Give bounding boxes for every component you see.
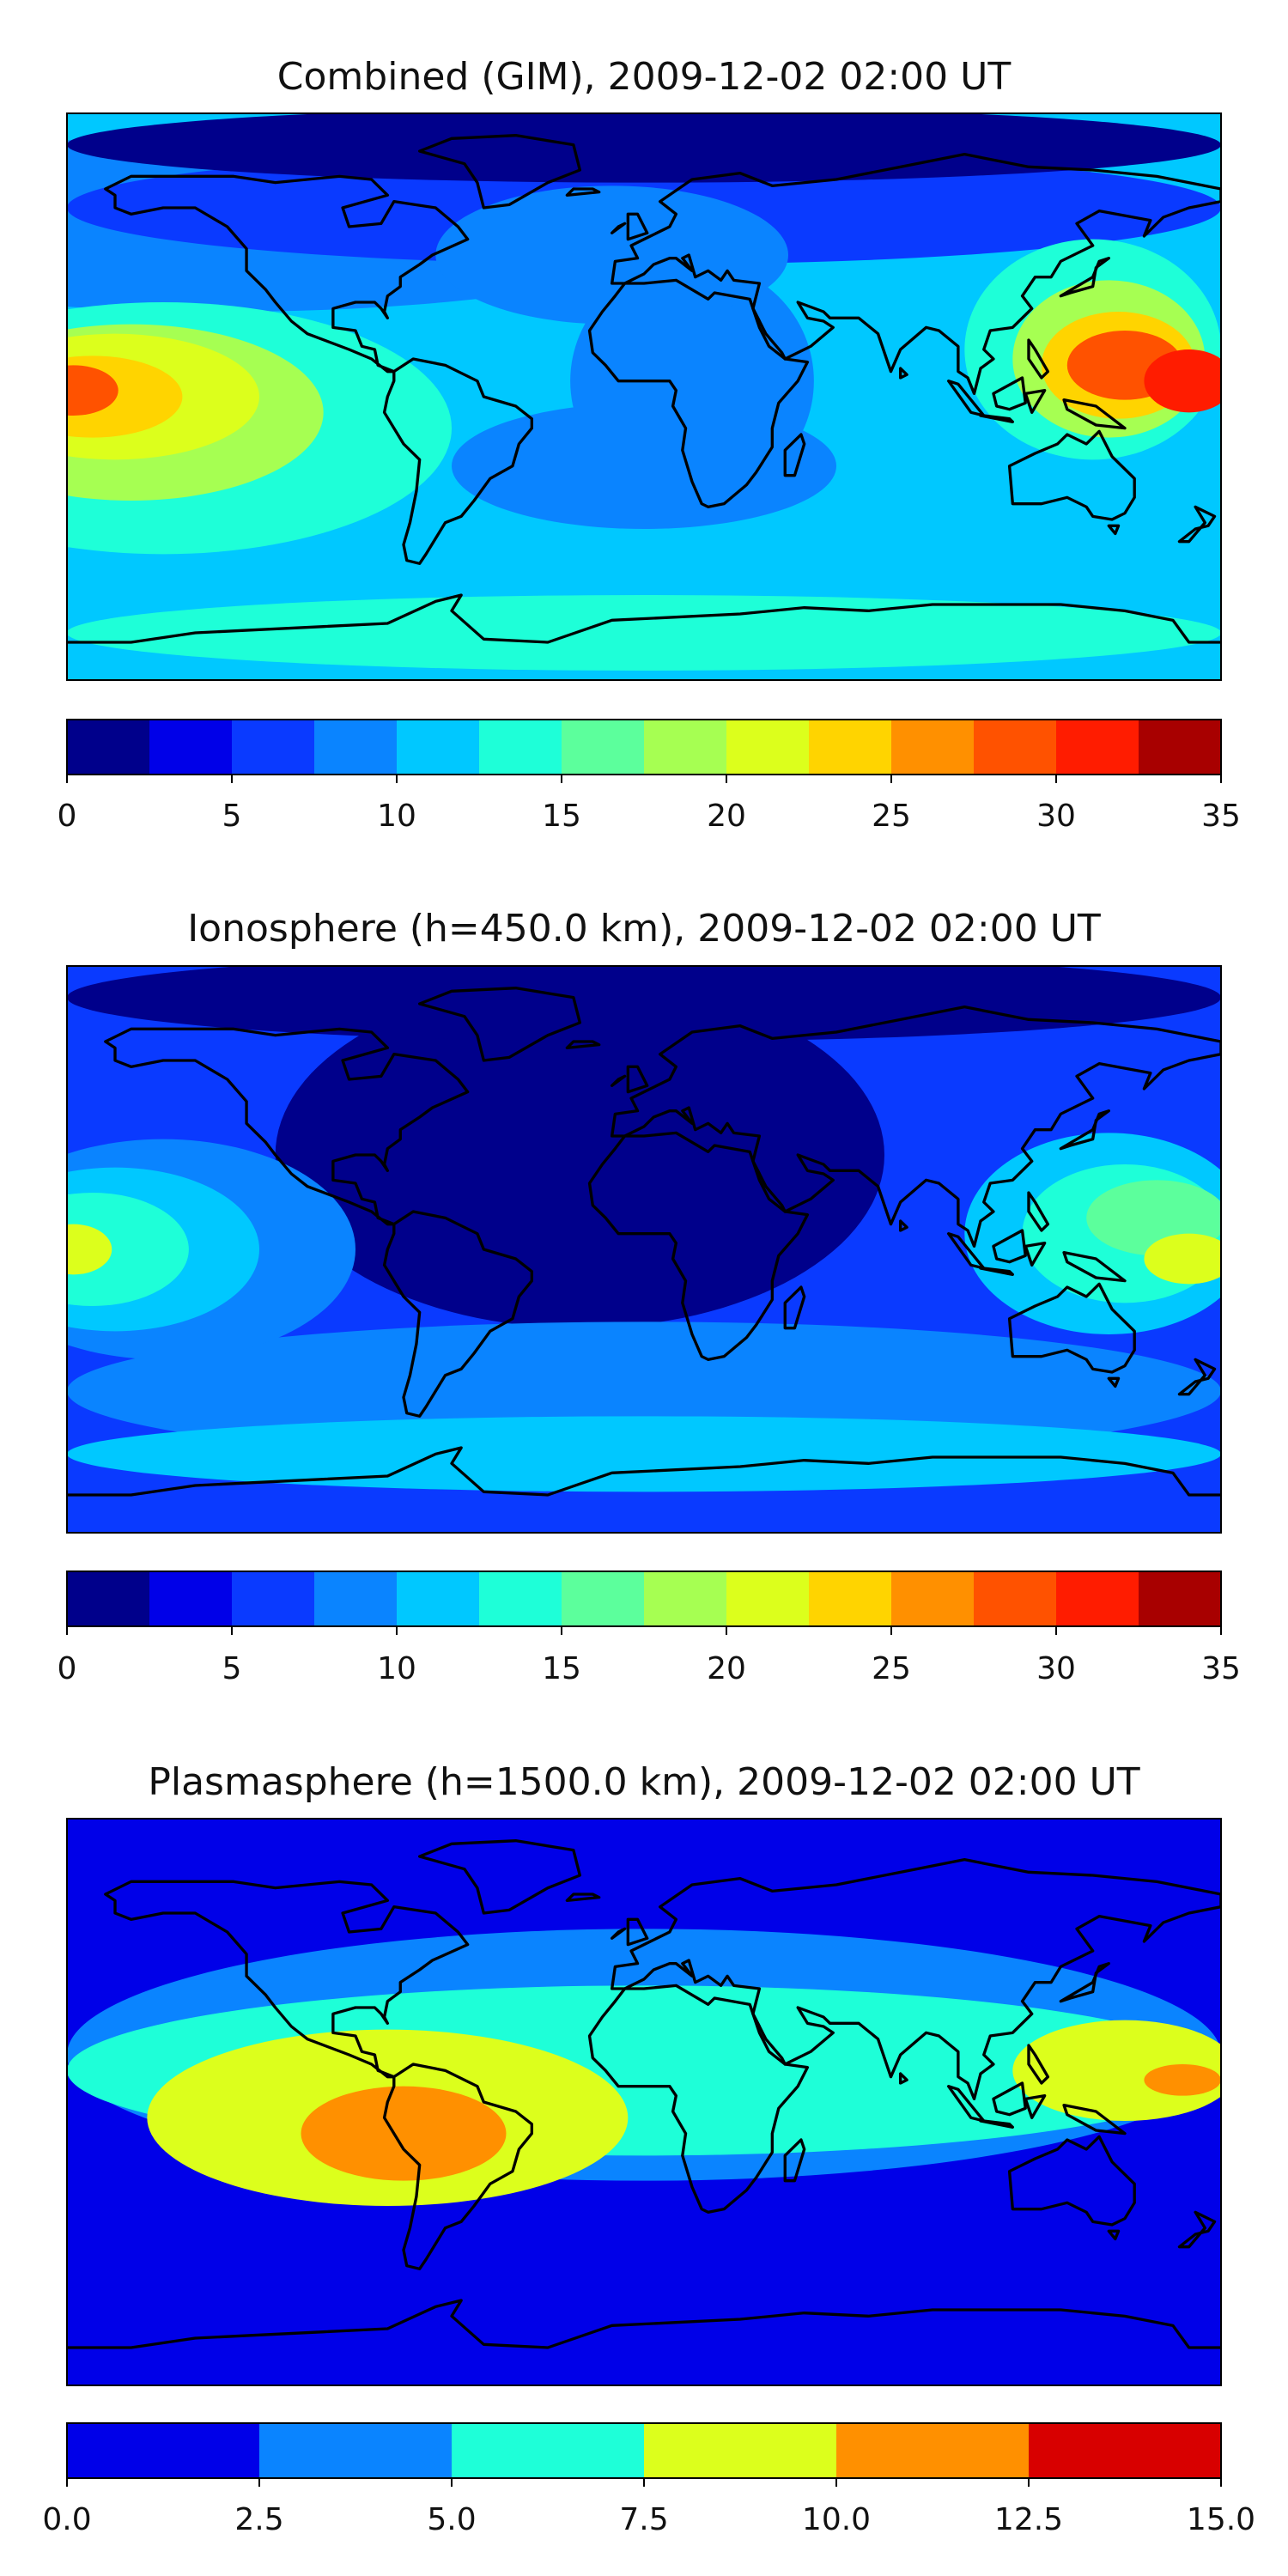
colorbar-swatch (397, 720, 480, 775)
contour-region (67, 1193, 189, 1306)
colorbar-tick-label: 0.0 (42, 2502, 91, 2537)
colorbar-swatch (259, 2423, 453, 2478)
colorbar-swatch (644, 2423, 837, 2478)
colorbar-tick-label: 2.5 (234, 2502, 283, 2537)
panel-2: Ionosphere (h=450.0 km), 2009-12-02 02:0… (58, 907, 1241, 1686)
colorbar-swatch (149, 1571, 233, 1626)
panel-title: Ionosphere (h=450.0 km), 2009-12-02 02:0… (187, 907, 1101, 951)
contour-region (67, 365, 118, 416)
colorbar-swatch (397, 1571, 480, 1626)
contour-region (1144, 2064, 1221, 2096)
colorbar-swatch (974, 720, 1057, 775)
colorbar-tick-label: 0 (58, 799, 77, 834)
panel-3: Plasmasphere (h=1500.0 km), 2009-12-02 0… (42, 1760, 1255, 2537)
colorbar-tick-label: 5 (222, 1651, 242, 1686)
colorbar-swatch (644, 720, 727, 775)
colorbar-swatch (726, 720, 810, 775)
contour-region (67, 1224, 112, 1275)
colorbar-tick-label: 15 (542, 1651, 581, 1686)
colorbar-swatch (314, 1571, 398, 1626)
colorbar-tick-label: 0 (58, 1651, 77, 1686)
contour-region (67, 966, 1221, 1042)
contour-region (67, 1416, 1221, 1492)
colorbar-swatch (314, 720, 398, 775)
contour-region (1144, 349, 1221, 413)
contour-region (1144, 1233, 1221, 1285)
colorbar-tick-label: 5.0 (427, 2502, 476, 2537)
colorbar-tick-label: 10.0 (802, 2502, 871, 2537)
colorbar-tick-label: 30 (1036, 799, 1076, 834)
colorbar-tick-label: 10 (377, 799, 416, 834)
colorbar-swatch (809, 720, 892, 775)
map-frame (66, 112, 1222, 681)
panel-title: Plasmasphere (h=1500.0 km), 2009-12-02 0… (148, 1760, 1139, 1804)
panel-1: Combined (GIM), 2009-12-02 02:00 UT 0 5 10 1… (58, 55, 1241, 834)
colorbar: 0 5 10 15 20 25 30 35 (58, 719, 1241, 834)
colorbar-tick-label: 7.5 (619, 2502, 668, 2537)
colorbar-tick-label: 15.0 (1187, 2502, 1255, 2537)
contour-region (275, 981, 885, 1328)
colorbar-swatch (452, 2423, 645, 2478)
colorbar-swatch (232, 720, 315, 775)
colorbar-swatch (726, 1571, 810, 1626)
colorbar-tick-label: 35 (1201, 1651, 1241, 1686)
contour-region (301, 2086, 507, 2181)
panel-title: Combined (GIM), 2009-12-02 02:00 UT (277, 55, 1012, 99)
colorbar-tick-label: 5 (222, 799, 242, 834)
colorbar-tick-label: 25 (872, 799, 911, 834)
map (67, 966, 1221, 1533)
colorbar-swatch (562, 720, 645, 775)
colorbar-swatch (67, 2423, 260, 2478)
colorbar-tick-label: 10 (377, 1651, 416, 1686)
colorbar-swatch (1029, 2423, 1222, 2478)
colorbar-swatch (479, 720, 562, 775)
colorbar-tick-label: 20 (707, 799, 746, 834)
colorbar-swatch (1056, 1571, 1139, 1626)
colorbar-swatch (836, 2423, 1030, 2478)
contour-region (67, 113, 1221, 183)
colorbar-tick-label: 20 (707, 1651, 746, 1686)
colorbar-swatch (1139, 720, 1222, 775)
map-frame (66, 1818, 1222, 2386)
colorbar-swatch (1056, 720, 1139, 775)
colorbar-swatch (974, 1571, 1057, 1626)
colorbar-tick-label: 25 (872, 1651, 911, 1686)
colorbar-swatch (562, 1571, 645, 1626)
colorbar: 0 5 10 15 20 25 30 35 (58, 1571, 1241, 1686)
contour-region (452, 403, 836, 529)
colorbar-tick-label: 30 (1036, 1651, 1076, 1686)
colorbar-tick-label: 35 (1201, 799, 1241, 834)
colorbar-swatch (809, 1571, 892, 1626)
colorbar-swatch (891, 720, 975, 775)
map-frame (66, 965, 1222, 1534)
colorbar-frame (66, 1571, 1222, 1627)
colorbar-frame (66, 719, 1222, 775)
colorbar-tick-label: 15 (542, 799, 581, 834)
colorbar-swatch (1139, 1571, 1222, 1626)
map (67, 1819, 1221, 2385)
colorbar-tick-label: 12.5 (994, 2502, 1063, 2537)
colorbar-swatch (149, 720, 233, 775)
colorbar-swatch (232, 1571, 315, 1626)
colorbar-swatch (644, 1571, 727, 1626)
contour-region (435, 185, 788, 325)
colorbar-swatch (67, 720, 150, 775)
contour-region (1012, 2020, 1221, 2121)
colorbar-swatch (67, 1571, 150, 1626)
contour-region (67, 595, 1221, 671)
map (67, 113, 1221, 680)
colorbar: 0.0 2.5 5.0 7.5 10.0 12.5 15.0 (42, 2422, 1255, 2537)
colorbar-swatch (891, 1571, 975, 1626)
colorbar-swatch (479, 1571, 562, 1626)
